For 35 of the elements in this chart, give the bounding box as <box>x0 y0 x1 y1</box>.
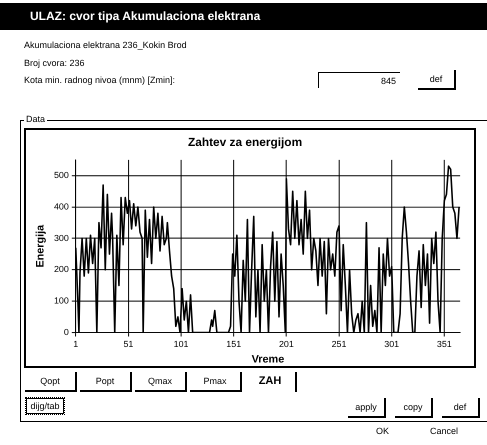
x-tick-label: 301 <box>384 339 400 350</box>
x-tick-label: 151 <box>226 339 242 350</box>
text: ULAZ: cvor tipa Akumulaciona elektrana <box>30 9 260 23</box>
text: apply <box>348 398 386 418</box>
text: copy <box>395 398 433 418</box>
text: Qopt <box>25 372 77 392</box>
text: Kota min. radnog nivoa (mnm) [Zmin]: <box>24 75 176 85</box>
chart-title: Zahtev za energijom <box>188 135 302 150</box>
y-tick-label: 300 <box>54 232 69 243</box>
x-tick-label: 51 <box>123 339 134 350</box>
y-tick-label: 0 <box>64 327 69 337</box>
text: OK <box>376 426 390 436</box>
x-tick-label: 101 <box>174 339 189 350</box>
text: Cancel <box>430 426 458 436</box>
text: ZAH <box>245 372 297 392</box>
text: 845 <box>318 72 400 88</box>
y-tick-label: 200 <box>54 264 69 274</box>
x-axis-title: Vreme <box>252 354 284 366</box>
text: def <box>442 398 480 418</box>
text: Popt <box>80 372 132 392</box>
text: Akumulaciona elektrana 236_Kokin Brod <box>24 40 187 50</box>
y-tick-label: 400 <box>54 201 69 212</box>
x-tick-label: 251 <box>332 339 347 350</box>
x-tick-label: 1 <box>73 339 78 350</box>
text: dijg/tab <box>26 398 64 414</box>
y-axis-title: Energija <box>34 224 46 268</box>
x-tick-label: 351 <box>436 339 452 350</box>
x-tick-label: 201 <box>278 339 294 350</box>
text: def <box>418 70 456 90</box>
text: Data <box>24 114 48 124</box>
text: Pmax <box>190 372 242 392</box>
y-tick-label: 500 <box>54 170 69 180</box>
y-tick-label: 100 <box>54 296 69 306</box>
text: Qmax <box>135 372 187 392</box>
text: Broj cvora: 236 <box>24 58 85 68</box>
